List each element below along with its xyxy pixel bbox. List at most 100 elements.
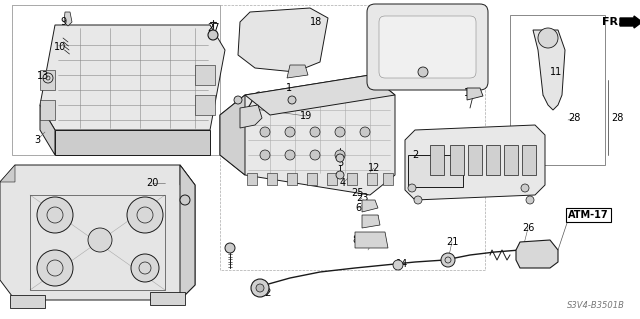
Circle shape [408,184,416,192]
Circle shape [131,254,159,282]
Text: FR.: FR. [602,17,623,27]
Polygon shape [362,215,380,228]
Circle shape [234,96,242,104]
Polygon shape [267,173,277,185]
Polygon shape [195,65,215,85]
Circle shape [88,228,112,252]
Polygon shape [195,95,215,115]
Polygon shape [287,173,297,185]
FancyBboxPatch shape [379,16,476,78]
Circle shape [37,197,73,233]
Bar [430,145,444,175]
Polygon shape [405,125,545,200]
Circle shape [180,195,190,205]
Polygon shape [40,70,55,90]
Polygon shape [327,173,337,185]
Circle shape [336,171,344,179]
Circle shape [441,253,455,267]
FancyBboxPatch shape [367,4,488,90]
Circle shape [521,184,529,192]
Bar [504,145,518,175]
Polygon shape [64,12,72,26]
Circle shape [310,150,320,160]
Text: 27: 27 [207,23,220,33]
Circle shape [251,279,269,297]
Circle shape [335,150,345,160]
Circle shape [526,196,534,204]
Circle shape [418,67,428,77]
Polygon shape [307,173,317,185]
Polygon shape [10,295,45,308]
Polygon shape [347,173,357,185]
Circle shape [336,154,344,162]
Circle shape [208,30,218,40]
Bar [408,155,463,187]
Text: ATM-17: ATM-17 [568,210,609,220]
Circle shape [285,150,295,160]
Polygon shape [245,75,395,115]
Bar [522,145,536,175]
Text: 21: 21 [446,237,458,247]
Polygon shape [355,232,388,248]
Text: 1: 1 [286,83,292,93]
Text: 12: 12 [368,163,380,173]
Text: 20: 20 [146,178,158,188]
Circle shape [288,96,296,104]
Text: 16: 16 [464,88,476,98]
Polygon shape [0,165,195,300]
Text: 28: 28 [568,113,580,123]
Circle shape [127,197,163,233]
Bar [12,5,220,155]
Bar [486,145,500,175]
Text: S3V4-B3501B: S3V4-B3501B [567,300,625,309]
Polygon shape [516,240,558,268]
Polygon shape [533,30,565,110]
Text: 10: 10 [54,42,66,52]
Text: 8: 8 [352,235,358,245]
Polygon shape [180,165,195,185]
Bar [450,145,464,175]
Text: 24: 24 [365,240,377,250]
Text: 11: 11 [550,67,562,77]
Text: 22: 22 [259,288,271,298]
Circle shape [360,127,370,137]
Bar [510,15,605,165]
Circle shape [225,243,235,253]
Circle shape [37,250,73,286]
Circle shape [335,127,345,137]
Polygon shape [40,100,55,120]
Bar [220,5,485,270]
Circle shape [260,150,270,160]
Circle shape [285,127,295,137]
Polygon shape [240,105,262,128]
Circle shape [414,196,422,204]
Polygon shape [220,95,245,175]
Text: 18: 18 [310,17,322,27]
Circle shape [256,284,264,292]
Polygon shape [40,105,55,155]
FancyArrow shape [620,16,640,28]
Text: 19: 19 [300,111,312,121]
Text: 15: 15 [488,162,500,172]
Text: 13: 13 [37,71,49,81]
Circle shape [538,28,558,48]
Text: 17: 17 [401,25,413,35]
Text: 9: 9 [60,17,66,27]
Text: 5: 5 [337,158,343,168]
Polygon shape [0,165,15,182]
Polygon shape [367,173,377,185]
Text: 6: 6 [355,203,361,213]
Polygon shape [40,25,225,130]
Circle shape [43,73,53,83]
Text: 23: 23 [356,193,368,203]
Polygon shape [220,75,395,195]
Polygon shape [383,173,393,185]
Circle shape [260,127,270,137]
Bar [468,145,482,175]
Bar [12,5,220,155]
Text: 7: 7 [372,215,378,225]
Text: 3: 3 [34,135,40,145]
Polygon shape [362,200,378,212]
Polygon shape [247,173,257,185]
Polygon shape [180,165,195,300]
